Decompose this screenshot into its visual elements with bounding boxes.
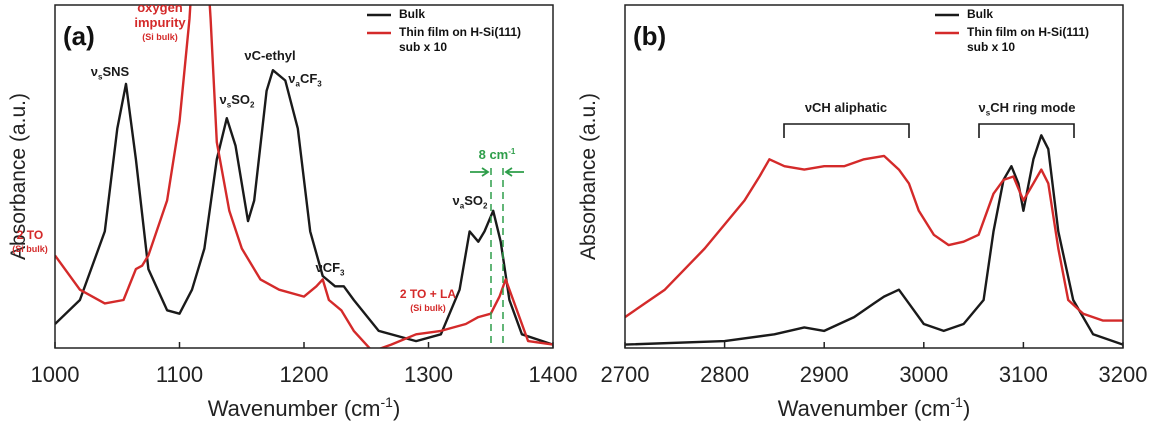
annotation-part: oxygen bbox=[137, 0, 183, 15]
x-tick-label: 3000 bbox=[899, 362, 948, 387]
annotation: 2 TO + LA bbox=[400, 287, 456, 301]
plot-frame bbox=[624, 4, 1124, 349]
x-tick-label: 2800 bbox=[700, 362, 749, 387]
annotation-part: 2 TO + LA bbox=[400, 287, 456, 301]
annotation-part: 3 bbox=[340, 268, 345, 277]
annotation-part: s bbox=[986, 108, 991, 117]
annotation-part: νCH aliphatic bbox=[805, 100, 887, 115]
annotation: νaSO2 bbox=[453, 193, 488, 210]
x-axis-label-part: Wavenumber (cm bbox=[208, 396, 381, 421]
x-tick-label: 1300 bbox=[404, 362, 453, 387]
annotation: νCF3 bbox=[315, 260, 345, 277]
annotation-part: ν bbox=[220, 92, 227, 107]
annotation-part: ν bbox=[288, 71, 295, 86]
bracket bbox=[978, 123, 1075, 138]
bracket bbox=[783, 123, 910, 138]
x-tick-label: 1400 bbox=[529, 362, 578, 387]
annotation: νsCH ring mode bbox=[979, 100, 1076, 117]
x-tick-label: 1200 bbox=[280, 362, 329, 387]
annotation: oxygen bbox=[137, 0, 183, 15]
annotation: 2 TO bbox=[17, 228, 43, 242]
x-axis-label-part: -1 bbox=[951, 394, 964, 410]
annotation-part: 2 bbox=[250, 100, 255, 109]
annotation-part: (Si bulk) bbox=[410, 303, 446, 313]
x-axis-label-part: Wavenumber (cm bbox=[778, 396, 951, 421]
legend-label: Thin film on H-Si(111) sub x 10 bbox=[967, 25, 1090, 54]
panel-label: (a) bbox=[63, 21, 95, 51]
annotation: νsSO2 bbox=[220, 92, 255, 109]
series-line bbox=[55, 5, 553, 348]
annotation: νCH aliphatic bbox=[805, 100, 887, 115]
legend-label: Bulk bbox=[967, 7, 994, 21]
x-axis-label-part: ) bbox=[963, 396, 970, 421]
x-tick-label: 1000 bbox=[31, 362, 80, 387]
annotation-part: a bbox=[460, 201, 465, 210]
annotation-part: -1 bbox=[508, 147, 516, 156]
x-axis-label: Wavenumber (cm-1) bbox=[208, 394, 401, 421]
annotation: (Si bulk) bbox=[410, 303, 446, 313]
annotation-part: SNS bbox=[102, 64, 129, 79]
annotation-part: (Si bulk) bbox=[142, 32, 178, 42]
annotation-part: impurity bbox=[134, 15, 186, 30]
x-tick-label: 2900 bbox=[800, 362, 849, 387]
x-axis-label-part: -1 bbox=[381, 394, 394, 410]
annotation-part: s bbox=[227, 100, 232, 109]
y-axis-label: Absorbance (a.u.) bbox=[7, 93, 30, 260]
annotation-part: s bbox=[98, 72, 103, 81]
annotation-part: 2 bbox=[483, 201, 488, 210]
annotation: νC-ethyl bbox=[244, 48, 295, 63]
annotation: (Si bulk) bbox=[142, 32, 178, 42]
annotation-part: 8 cm bbox=[479, 147, 509, 162]
panel-label: (b) bbox=[633, 21, 666, 51]
series-line bbox=[55, 69, 553, 346]
annotation-part: CF bbox=[300, 71, 317, 86]
annotation: 8 cm-1 bbox=[479, 147, 516, 162]
annotation-part: SO bbox=[231, 92, 250, 107]
arrow bbox=[504, 167, 524, 177]
annotation-part: 2 TO bbox=[17, 228, 43, 242]
annotation: νaCF3 bbox=[288, 71, 322, 88]
annotation-part: ν bbox=[91, 64, 98, 79]
x-tick-label: 3200 bbox=[1099, 362, 1148, 387]
x-tick-label: 1100 bbox=[156, 362, 203, 387]
series-line bbox=[625, 154, 1123, 322]
series-line bbox=[625, 134, 1123, 346]
x-tick-label: 3100 bbox=[999, 362, 1048, 387]
legend-label: Bulk bbox=[399, 7, 426, 21]
y-axis-label: Absorbance (a.u.) bbox=[577, 93, 600, 260]
annotation-part: CH ring mode bbox=[990, 100, 1075, 115]
annotation-part: SO bbox=[464, 193, 483, 208]
arrow bbox=[470, 167, 490, 177]
x-tick-label: 2700 bbox=[601, 362, 650, 387]
annotation: (Si bulk) bbox=[12, 244, 48, 254]
annotation-part: ν bbox=[453, 193, 460, 208]
annotation-part: a bbox=[295, 79, 300, 88]
legend-label: Thin film on H-Si(111) sub x 10 bbox=[399, 25, 522, 54]
annotation-part: νC-ethyl bbox=[244, 48, 295, 63]
x-axis-label-part: ) bbox=[393, 396, 400, 421]
annotation: νsSNS bbox=[91, 64, 130, 81]
annotation-part: (Si bulk) bbox=[12, 244, 48, 254]
annotation-part: νCF bbox=[315, 260, 340, 275]
annotation-part: 3 bbox=[317, 79, 322, 88]
x-axis-label: Wavenumber (cm-1) bbox=[778, 394, 971, 421]
annotation-part: ν bbox=[979, 100, 986, 115]
annotation: impurity bbox=[134, 15, 186, 30]
